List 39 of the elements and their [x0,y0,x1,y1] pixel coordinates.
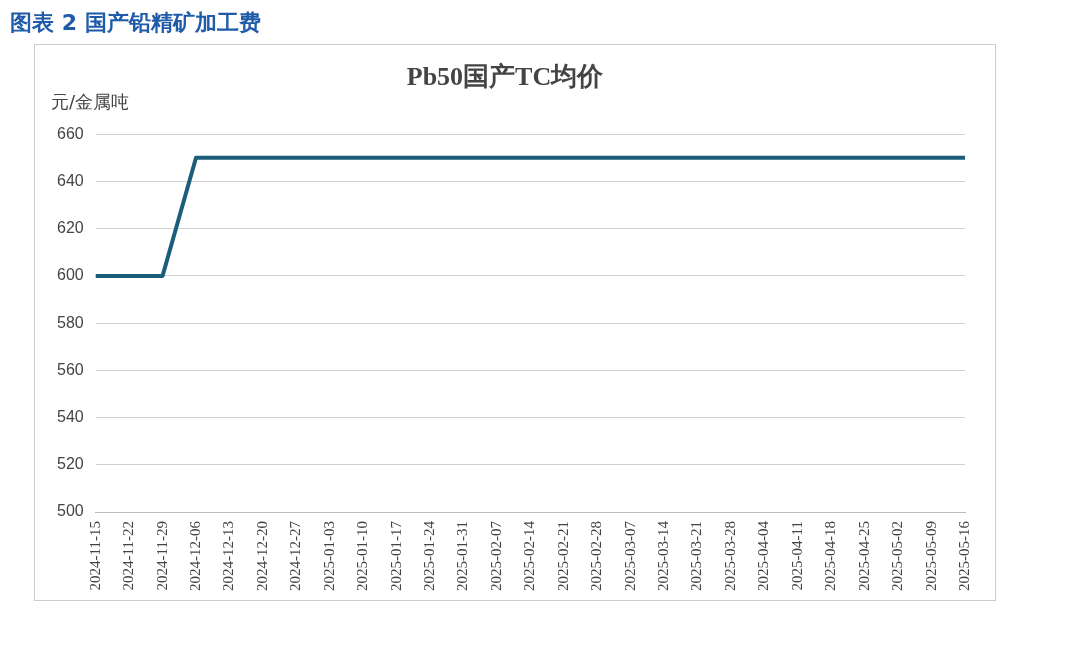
x-tick-label: 2025-03-14 [655,520,672,592]
x-tick-label: 2024-11-22 [120,521,137,591]
x-tick-label: 2025-03-21 [688,521,705,592]
y-tick-label: 540 [56,407,84,425]
x-tick-label: 2025-02-07 [487,520,504,592]
y-tick-label: 520 [56,455,84,473]
x-tick-label: 2025-03-07 [621,520,638,592]
x-tick-label: 2025-04-04 [755,520,772,592]
y-axis-title: 元/金属吨 [51,90,130,112]
x-tick-label: 2024-11-15 [86,521,103,591]
x-tick-label: 2025-05-09 [922,521,939,592]
x-tick-label: 2025-02-21 [554,521,571,592]
y-tick-label: 640 [56,171,84,189]
x-tick-label: 2025-05-02 [889,521,906,592]
x-tick-label: 2024-12-13 [220,521,237,592]
y-tick-label: 620 [56,219,84,237]
x-tick-label: 2024-12-27 [287,520,304,592]
y-tick-label: 580 [56,313,84,331]
x-tick-label: 2025-02-28 [588,521,605,592]
x-tick-label: 2025-01-10 [354,521,371,592]
x-tick-label: 2025-04-25 [855,521,872,592]
y-tick-label: 600 [56,266,84,284]
x-tick-label: 2024-11-29 [153,521,170,591]
y-tick-label: 660 [56,124,84,142]
x-tick-label: 2025-01-03 [320,521,337,592]
x-tick-label: 2025-04-11 [788,521,805,591]
x-tick-label: 2025-04-18 [822,521,839,592]
x-tick-label: 2025-03-28 [721,521,738,592]
y-tick-label: 560 [56,360,84,378]
y-tick-label: 500 [56,502,84,520]
x-tick-label: 2024-12-06 [186,520,203,592]
chart-subtitle: 图表 2 国产铅精矿加工费 [10,9,262,37]
x-tick-label: 2024-12-20 [253,521,270,592]
x-tick-label: 2025-05-16 [955,520,972,592]
x-tick-label: 2025-01-17 [387,520,404,592]
x-tick-label: 2025-02-14 [521,520,538,592]
chart-title: Pb50国产TC均价 [406,62,605,92]
x-tick-label: 2025-01-31 [454,521,471,592]
x-tick-label: 2025-01-24 [420,520,437,592]
